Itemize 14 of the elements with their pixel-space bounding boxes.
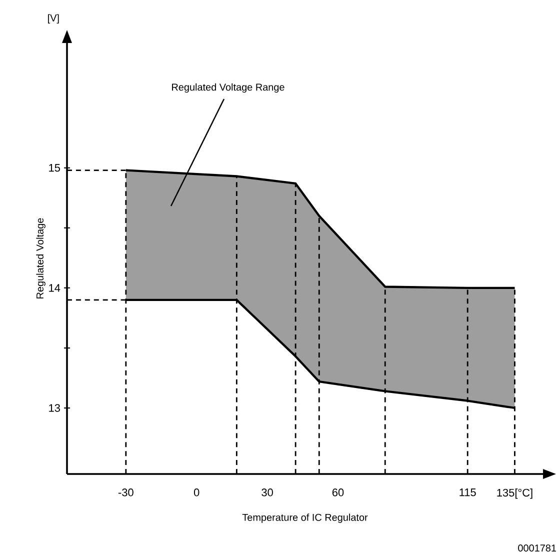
- text: [V]: [48, 14, 59, 24]
- x-tick-label: 0: [194, 488, 200, 496]
- x-tick-label: 115: [460, 488, 476, 496]
- x-tick-label: 30: [262, 488, 273, 496]
- x-tick-label: 135[°C]: [497, 488, 532, 499]
- x-axis-title: Temperature of IC Regulator: [242, 514, 368, 523]
- x-tick-label: -30: [118, 488, 134, 496]
- x-tick-label: 60: [332, 488, 344, 496]
- y-tick-label: 14: [49, 284, 60, 292]
- y-axis-title: Regulated Voltage: [36, 218, 46, 298]
- text: 0001781: [518, 544, 556, 552]
- y-tick-label: 15: [49, 164, 60, 172]
- y-tick-label: 13: [49, 404, 60, 412]
- annotation: Regulated Voltage Range: [172, 83, 284, 93]
